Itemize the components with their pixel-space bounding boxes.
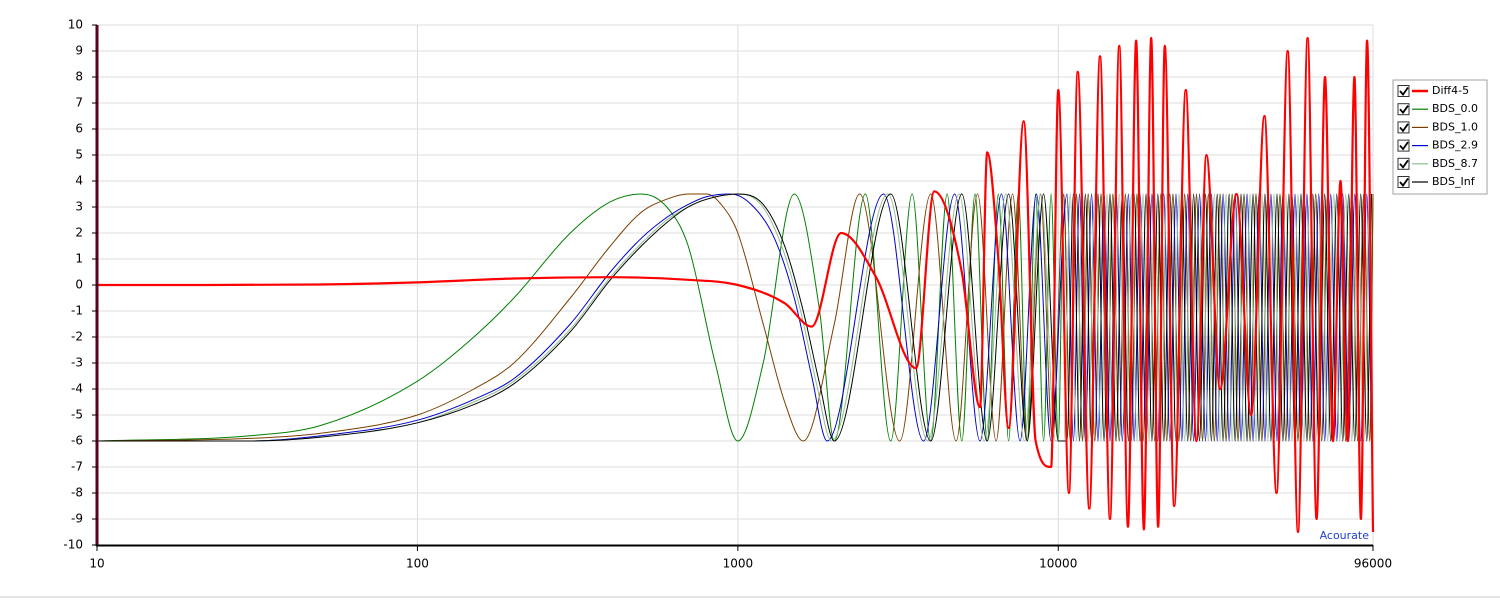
x-tick-label: 100 bbox=[406, 557, 429, 571]
legend-check[interactable] bbox=[1399, 123, 1409, 133]
legend-check[interactable] bbox=[1399, 86, 1409, 96]
legend-checkbox[interactable] bbox=[1397, 103, 1410, 116]
series-line bbox=[97, 36, 1375, 534]
y-tick-label: 4 bbox=[75, 174, 83, 188]
legend-checkbox[interactable] bbox=[1397, 176, 1410, 188]
y-tick-label: 7 bbox=[75, 96, 83, 110]
y-tick-label: 1 bbox=[75, 252, 83, 266]
y-tick-label: -10 bbox=[63, 538, 83, 552]
legend-label: BDS_Inf bbox=[1432, 175, 1476, 188]
y-tick-label: 10 bbox=[68, 18, 83, 32]
legend-checkbox[interactable] bbox=[1397, 139, 1410, 152]
y-tick-label: 0 bbox=[75, 278, 83, 292]
legend-check[interactable] bbox=[1399, 105, 1409, 115]
y-tick-label: -9 bbox=[71, 512, 83, 526]
y-tick-label: -5 bbox=[71, 408, 83, 422]
legend-label: Diff4-5 bbox=[1432, 84, 1469, 97]
legend-label: BDS_2.9 bbox=[1432, 139, 1478, 152]
y-tick-label: -1 bbox=[71, 304, 83, 318]
y-tick-label: 5 bbox=[75, 148, 83, 162]
legend-items: Diff4-5 BDS_0.0 BDS_1.0 BDS_2.9 BDS_8.7 BDS_I… bbox=[1397, 84, 1478, 188]
y-tick-label: 8 bbox=[75, 70, 83, 84]
y-tick-label: -6 bbox=[71, 434, 83, 448]
watermark: Acourate bbox=[1320, 529, 1370, 542]
series-line bbox=[97, 193, 1374, 442]
y-tick-label: 3 bbox=[75, 200, 83, 214]
lines bbox=[96, 36, 1375, 534]
x-tick-label: 1000 bbox=[723, 557, 754, 571]
legend-checkbox[interactable] bbox=[1397, 157, 1410, 170]
legend-label: BDS_0.0 bbox=[1432, 102, 1478, 115]
legend-check[interactable] bbox=[1399, 159, 1409, 169]
y-tick-label: -7 bbox=[71, 460, 83, 474]
y-tick-label: -4 bbox=[71, 382, 83, 396]
y-tick-label: 9 bbox=[75, 44, 83, 58]
x-tick-label: 96000 bbox=[1354, 557, 1392, 571]
grid bbox=[96, 24, 1374, 546]
x-tick-label: 10000 bbox=[1039, 557, 1077, 571]
x-tick-label: 10 bbox=[89, 557, 104, 571]
legend-label: BDS_1.0 bbox=[1432, 120, 1478, 133]
legend-checkbox[interactable] bbox=[1397, 85, 1410, 97]
legend-label: BDS_8.7 bbox=[1432, 157, 1478, 170]
legend bbox=[1392, 79, 1488, 195]
y-tick-label: -3 bbox=[71, 356, 83, 370]
y-tick-label: 6 bbox=[75, 122, 83, 136]
y-tick-label: 2 bbox=[75, 226, 83, 240]
legend-check[interactable] bbox=[1399, 177, 1409, 187]
y-tick-label: -8 bbox=[71, 486, 83, 500]
legend-checkbox[interactable] bbox=[1397, 121, 1410, 134]
y-tick-label: -2 bbox=[71, 330, 83, 344]
legend-check[interactable] bbox=[1399, 141, 1409, 151]
